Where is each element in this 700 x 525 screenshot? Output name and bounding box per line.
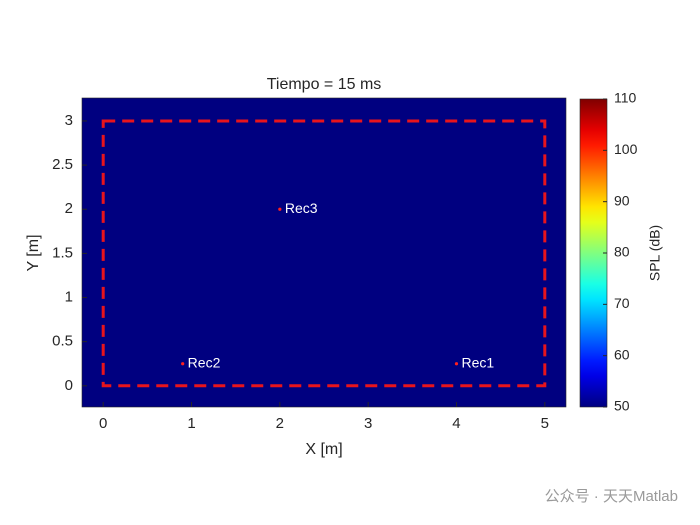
x-axis-label: X [m]: [305, 441, 342, 458]
watermark: 公众号 · 天天Matlab: [545, 488, 678, 505]
colorbar-tick-label: 80: [614, 244, 630, 260]
colorbar: [579, 98, 608, 408]
y-tick-label: 3: [65, 112, 73, 129]
chart-title: Tiempo = 15 ms: [267, 76, 382, 93]
boundary: [101, 119, 547, 388]
receiver-point: [181, 362, 185, 366]
y-tick-label: 0.5: [52, 333, 73, 350]
x-tick-label: 0: [99, 415, 107, 432]
receiver-label: Rec1: [461, 354, 494, 370]
y-tick-label: 1: [65, 288, 73, 305]
colorbar-tick-label: 70: [614, 295, 630, 311]
y-axis-label: Y [m]: [25, 234, 42, 271]
colorbar-tick-label: 50: [614, 398, 630, 414]
colorbar-tick-label: 100: [614, 141, 638, 157]
colorbar-tick-label: 60: [614, 346, 630, 362]
receiver-label: Rec2: [188, 354, 221, 370]
plot-frame: [81, 97, 567, 408]
x-tick-label: 5: [541, 415, 549, 432]
y-tick-label: 0: [65, 377, 73, 394]
receiver-label: Rec3: [285, 200, 318, 216]
heatmap-field: [82, 98, 566, 407]
y-tick-label: 2.5: [52, 156, 73, 173]
y-tick-label: 2: [65, 200, 73, 217]
receiver-point: [278, 207, 282, 211]
x-tick-label: 2: [276, 415, 284, 432]
colorbar-tick-label: 110: [614, 90, 637, 106]
x-tick-label: 3: [364, 415, 372, 432]
x-tick-label: 1: [187, 415, 195, 432]
receiver-point: [454, 362, 459, 366]
x-tick-label: 4: [452, 415, 460, 432]
colorbar-label: SPL (dB): [647, 225, 663, 281]
colorbar-tick-label: 90: [614, 192, 630, 208]
y-tick-label: 1.5: [52, 244, 73, 261]
